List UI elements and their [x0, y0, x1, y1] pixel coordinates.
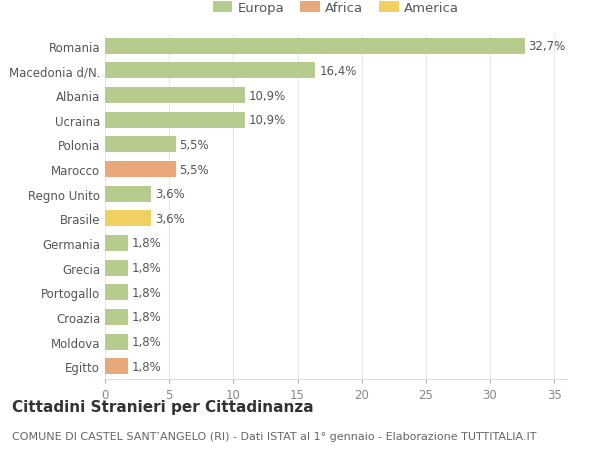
Bar — [105, 112, 245, 129]
Text: 10,9%: 10,9% — [249, 114, 286, 127]
Text: 3,6%: 3,6% — [155, 188, 185, 201]
Bar — [105, 285, 128, 301]
Text: 1,8%: 1,8% — [132, 237, 162, 250]
Text: 5,5%: 5,5% — [179, 163, 209, 176]
Text: 32,7%: 32,7% — [529, 40, 566, 53]
Text: 1,8%: 1,8% — [132, 286, 162, 299]
Bar — [105, 63, 316, 79]
Text: 3,6%: 3,6% — [155, 213, 185, 225]
Bar — [105, 334, 128, 350]
Bar — [105, 211, 151, 227]
Bar — [105, 260, 128, 276]
Bar — [105, 137, 176, 153]
Text: 10,9%: 10,9% — [249, 90, 286, 102]
Text: 1,8%: 1,8% — [132, 311, 162, 324]
Text: Cittadini Stranieri per Cittadinanza: Cittadini Stranieri per Cittadinanza — [12, 399, 314, 414]
Text: 1,8%: 1,8% — [132, 262, 162, 274]
Text: 1,8%: 1,8% — [132, 360, 162, 373]
Bar — [105, 235, 128, 252]
Bar — [105, 309, 128, 325]
Text: 16,4%: 16,4% — [319, 65, 356, 78]
Bar — [105, 358, 128, 375]
Text: 5,5%: 5,5% — [179, 139, 209, 151]
Text: 1,8%: 1,8% — [132, 336, 162, 348]
Bar — [105, 88, 245, 104]
Bar — [105, 186, 151, 202]
Bar — [105, 39, 524, 55]
Text: COMUNE DI CASTEL SANT’ANGELO (RI) - Dati ISTAT al 1° gennaio - Elaborazione TUTT: COMUNE DI CASTEL SANT’ANGELO (RI) - Dati… — [12, 431, 536, 442]
Legend: Europa, Africa, America: Europa, Africa, America — [208, 0, 464, 20]
Bar — [105, 162, 176, 178]
